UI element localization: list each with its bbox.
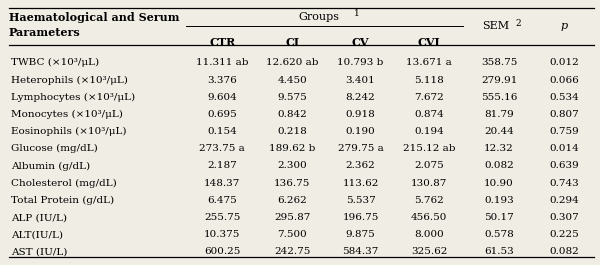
Text: 189.62 b: 189.62 b [269,144,316,153]
Text: 0.759: 0.759 [550,127,580,136]
Text: SEM: SEM [482,21,509,32]
Text: 9.604: 9.604 [207,93,237,102]
Text: Albumin (g/dL): Albumin (g/dL) [11,161,91,171]
Text: 0.194: 0.194 [414,127,444,136]
Text: 20.44: 20.44 [484,127,514,136]
Text: 81.79: 81.79 [484,110,514,119]
Text: 0.695: 0.695 [207,110,237,119]
Text: 2.362: 2.362 [346,161,376,170]
Text: AST (IU/L): AST (IU/L) [11,248,68,257]
Text: Lymphocytes (×10³/μL): Lymphocytes (×10³/μL) [11,93,136,102]
Text: 148.37: 148.37 [204,179,241,188]
Text: 5.762: 5.762 [414,196,444,205]
Text: 273.75 a: 273.75 a [199,144,245,153]
Text: 113.62: 113.62 [343,179,379,188]
Text: Parameters: Parameters [9,27,81,38]
Text: 0.014: 0.014 [550,144,580,153]
Text: 600.25: 600.25 [204,248,241,257]
Text: 9.875: 9.875 [346,230,376,239]
Text: 242.75: 242.75 [274,248,310,257]
Text: Groups: Groups [298,12,340,22]
Text: 215.12 ab: 215.12 ab [403,144,455,153]
Text: 12.620 ab: 12.620 ab [266,58,319,67]
Text: 358.75: 358.75 [481,58,517,67]
Text: 0.307: 0.307 [550,213,580,222]
Text: 4.450: 4.450 [277,76,307,85]
Text: Haematological and Serum: Haematological and Serum [9,12,179,23]
Text: 0.918: 0.918 [346,110,376,119]
Text: Eosinophils (×10³/μL): Eosinophils (×10³/μL) [11,127,127,136]
Text: ALT(IU/L): ALT(IU/L) [11,230,64,239]
Text: 1: 1 [353,9,359,18]
Text: 2.187: 2.187 [207,161,237,170]
Text: Monocytes (×10³/μL): Monocytes (×10³/μL) [11,110,123,119]
Text: 0.534: 0.534 [550,93,580,102]
Text: 0.066: 0.066 [550,76,580,85]
Text: 0.218: 0.218 [277,127,307,136]
Text: 50.17: 50.17 [484,213,514,222]
Text: 0.743: 0.743 [550,179,580,188]
Text: 0.154: 0.154 [207,127,237,136]
Text: 8.000: 8.000 [414,230,444,239]
Text: Total Protein (g/dL): Total Protein (g/dL) [11,196,115,205]
Text: 7.672: 7.672 [414,93,444,102]
Text: 8.242: 8.242 [346,93,376,102]
Text: 2.300: 2.300 [277,161,307,170]
Text: 6.475: 6.475 [207,196,237,205]
Text: 0.874: 0.874 [414,110,444,119]
Text: 0.190: 0.190 [346,127,376,136]
Text: TWBC (×10³/μL): TWBC (×10³/μL) [11,58,100,68]
Text: 255.75: 255.75 [204,213,241,222]
Text: 5.537: 5.537 [346,196,376,205]
Text: 2: 2 [516,19,521,28]
Text: 0.225: 0.225 [550,230,580,239]
Text: 12.32: 12.32 [484,144,514,153]
Text: 3.376: 3.376 [207,76,237,85]
Text: 0.639: 0.639 [550,161,580,170]
Text: CI: CI [285,37,299,48]
Text: 584.37: 584.37 [343,248,379,257]
Text: 0.012: 0.012 [550,58,580,67]
Text: 0.807: 0.807 [550,110,580,119]
Text: 0.842: 0.842 [277,110,307,119]
Text: 325.62: 325.62 [411,248,447,257]
Text: 196.75: 196.75 [343,213,379,222]
Text: 0.082: 0.082 [484,161,514,170]
Text: 0.082: 0.082 [550,248,580,257]
Text: 5.118: 5.118 [414,76,444,85]
Text: 3.401: 3.401 [346,76,376,85]
Text: Glucose (mg/dL): Glucose (mg/dL) [11,144,98,153]
Text: 11.311 ab: 11.311 ab [196,58,248,67]
Text: 456.50: 456.50 [411,213,447,222]
Text: CTR: CTR [209,37,235,48]
Text: 6.262: 6.262 [277,196,307,205]
Text: 0.294: 0.294 [550,196,580,205]
Text: 136.75: 136.75 [274,179,310,188]
Text: 279.75 a: 279.75 a [338,144,383,153]
Text: 61.53: 61.53 [484,248,514,257]
Text: 10.793 b: 10.793 b [337,58,384,67]
Text: p: p [561,21,568,32]
Text: 0.193: 0.193 [484,196,514,205]
Text: CVI: CVI [418,37,440,48]
Text: 9.575: 9.575 [277,93,307,102]
Text: 0.578: 0.578 [484,230,514,239]
Text: Cholesterol (mg/dL): Cholesterol (mg/dL) [11,179,117,188]
Text: CV: CV [352,37,370,48]
Text: 7.500: 7.500 [277,230,307,239]
Text: 555.16: 555.16 [481,93,517,102]
Text: ALP (IU/L): ALP (IU/L) [11,213,67,222]
Text: 13.671 a: 13.671 a [406,58,452,67]
Text: Heterophils (×10³/μL): Heterophils (×10³/μL) [11,76,128,85]
Text: 10.375: 10.375 [204,230,241,239]
Text: 295.87: 295.87 [274,213,310,222]
Text: 279.91: 279.91 [481,76,517,85]
Text: 130.87: 130.87 [411,179,447,188]
Text: 2.075: 2.075 [414,161,444,170]
Text: 10.90: 10.90 [484,179,514,188]
